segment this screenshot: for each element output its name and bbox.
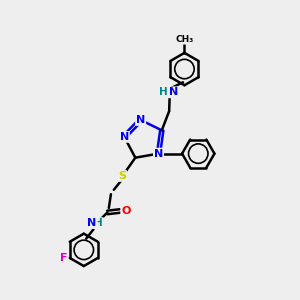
Text: H: H (94, 218, 103, 228)
Text: N: N (87, 218, 97, 228)
Text: F: F (60, 253, 67, 263)
Text: N: N (120, 132, 129, 142)
Text: N: N (169, 87, 178, 97)
Text: N: N (154, 148, 163, 159)
Text: S: S (118, 171, 126, 181)
Text: O: O (121, 206, 130, 216)
Text: H: H (159, 87, 168, 97)
Text: N: N (136, 115, 145, 125)
Text: CH₃: CH₃ (175, 35, 194, 44)
